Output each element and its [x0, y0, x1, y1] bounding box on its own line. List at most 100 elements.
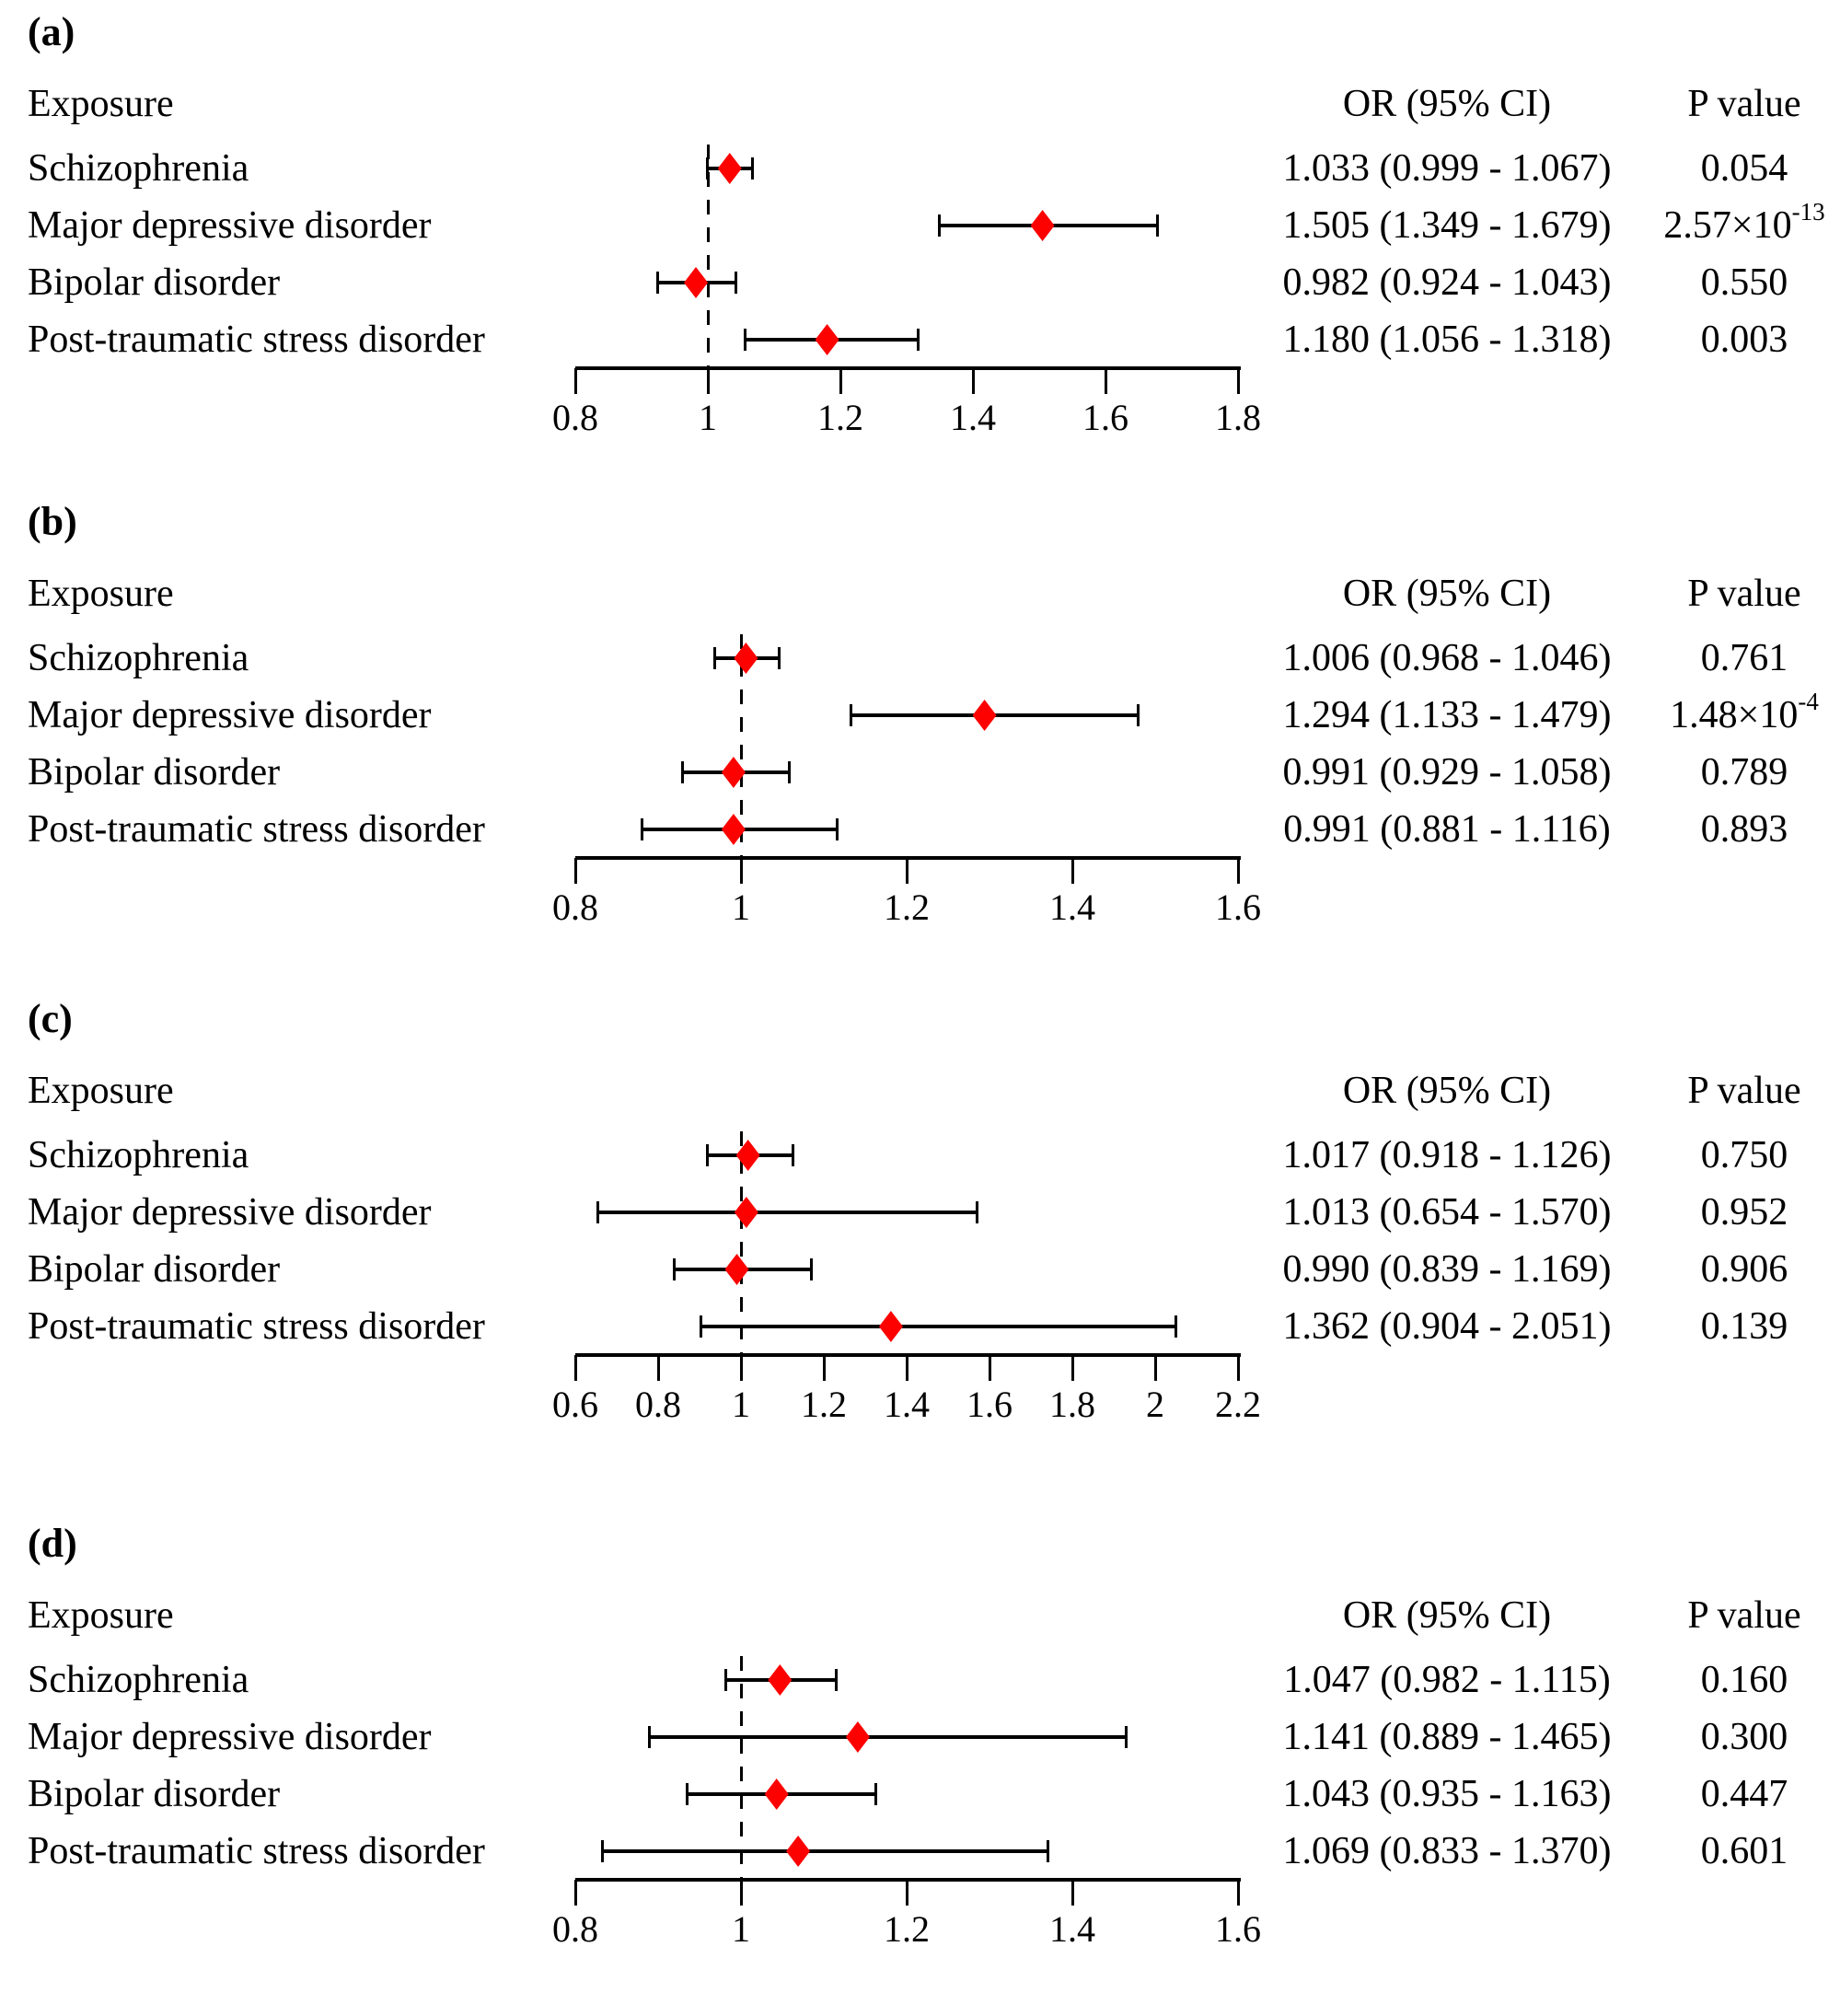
ci-cap-left — [743, 329, 746, 351]
p-value: 0.160 — [1592, 1657, 1840, 1703]
or-ci-value: 0.991 (0.929 - 1.058) — [1282, 751, 1612, 794]
p-value: 2.57×10-13 — [1592, 200, 1840, 249]
p-value: 0.893 — [1592, 806, 1840, 852]
p-value: 0.952 — [1592, 1189, 1840, 1235]
or-ci-value: 1.006 (0.968 - 1.046) — [1282, 637, 1612, 679]
ci-cap-left — [705, 157, 709, 180]
axis-line — [575, 856, 1241, 860]
axis-tick — [1070, 1880, 1074, 1906]
p-value-mantissa: 0.789 — [1700, 751, 1788, 794]
axis-tick — [739, 858, 743, 884]
axis-tick — [573, 1880, 577, 1906]
axis-tick — [573, 858, 577, 884]
axis-line — [575, 1353, 1241, 1357]
or-diamond-marker — [845, 1721, 870, 1753]
p-value-mantissa: 0.952 — [1700, 1191, 1788, 1234]
ci-cap-right — [809, 1258, 813, 1280]
or-ci-value: 1.033 (0.999 - 1.067) — [1282, 147, 1612, 190]
axis-line — [575, 366, 1241, 370]
column-header-or-ci: OR (95% CI) — [1342, 1070, 1552, 1112]
panel-label: (a) — [28, 9, 75, 54]
or-diamond-marker — [724, 1254, 749, 1285]
exposure-label: Post-traumatic stress disorder — [28, 1830, 485, 1872]
ci-cap-left — [641, 818, 644, 840]
exposure-label: Major depressive disorder — [28, 694, 432, 736]
axis-tick — [1236, 368, 1240, 394]
or-ci-value: 1.294 (1.133 - 1.479) — [1282, 694, 1612, 736]
panel-d: (d) Exposure OR (95% CI) P value Schizophren… — [0, 1521, 1840, 2016]
ci-cap-right — [787, 761, 791, 783]
ci-whisker — [649, 1735, 1127, 1739]
axis-tick — [905, 1880, 908, 1906]
p-value: 0.789 — [1592, 749, 1840, 795]
ci-cap-right — [1046, 1840, 1049, 1862]
p-value: 1.48×10-4 — [1592, 689, 1840, 738]
or-diamond-marker — [878, 1311, 903, 1342]
axis-tick — [905, 1355, 908, 1381]
or-ci-value: 1.043 (0.935 - 1.163) — [1282, 1773, 1612, 1815]
ci-whisker — [597, 1211, 978, 1214]
axis-tick — [739, 1880, 743, 1906]
exposure-label: Bipolar disorder — [28, 1773, 281, 1815]
axis-tick — [573, 368, 577, 394]
ci-cap-right — [835, 818, 839, 840]
p-value-exponent: -13 — [1791, 198, 1825, 226]
column-header-or-ci: OR (95% CI) — [1342, 83, 1552, 125]
ci-cap-left — [686, 1783, 689, 1805]
axis-tick-label: 1.4 — [1049, 1908, 1095, 1950]
ci-cap-right — [976, 1201, 978, 1223]
or-ci-value: 0.990 (0.839 - 1.169) — [1282, 1248, 1612, 1291]
reference-line — [739, 634, 743, 856]
or-diamond-marker — [768, 1664, 793, 1696]
or-ci-value: 1.013 (0.654 - 1.570) — [1282, 1191, 1612, 1234]
panel-b: (b) Exposure OR (95% CI) P value Schizophren… — [0, 499, 1840, 994]
p-value: 0.300 — [1592, 1714, 1840, 1760]
or-ci-value: 1.047 (0.982 - 1.115) — [1283, 1659, 1611, 1701]
axis-tick-label: 1.4 — [950, 397, 996, 438]
axis-tick — [1104, 368, 1107, 394]
axis-tick — [839, 368, 842, 394]
axis-tick — [739, 1355, 743, 1381]
ci-cap-right — [735, 272, 738, 294]
column-header-exposure: Exposure — [28, 1594, 174, 1637]
column-header-p-value: P value — [1687, 573, 1801, 615]
axis-tick — [1236, 1880, 1240, 1906]
ci-cap-left — [850, 704, 853, 726]
axis-tick-label: 1.2 — [801, 1384, 847, 1425]
axis-tick-label: 0.8 — [635, 1384, 681, 1425]
ci-cap-left — [705, 1144, 709, 1166]
axis-tick-label: 1.6 — [1215, 886, 1261, 928]
p-value-mantissa: 0.550 — [1700, 261, 1788, 304]
axis-tick — [706, 368, 710, 394]
panel-label: (d) — [28, 1521, 77, 1566]
axis-tick — [573, 1355, 577, 1381]
axis-tick — [1070, 858, 1074, 884]
exposure-label: Post-traumatic stress disorder — [28, 1305, 485, 1348]
p-value-exponent: -4 — [1798, 688, 1819, 715]
ci-cap-left — [655, 272, 659, 294]
or-diamond-marker — [972, 700, 997, 731]
column-header-exposure: Exposure — [28, 83, 174, 125]
exposure-label: Schizophrenia — [28, 1134, 249, 1176]
exposure-label: Post-traumatic stress disorder — [28, 808, 485, 851]
axis-tick-label: 2.2 — [1215, 1384, 1261, 1425]
ci-cap-left — [712, 647, 716, 669]
axis-line — [575, 1878, 1241, 1882]
p-value-mantissa: 0.003 — [1700, 319, 1788, 361]
ci-cap-right — [777, 647, 781, 669]
axis-tick-label: 1.6 — [1082, 397, 1128, 438]
axis-tick-label: 1 — [732, 1908, 750, 1950]
axis-tick-label: 1.8 — [1049, 1384, 1095, 1425]
ci-cap-right — [917, 329, 920, 351]
ci-cap-right — [1175, 1315, 1178, 1338]
exposure-label: Bipolar disorder — [28, 261, 281, 304]
or-ci-value: 1.017 (0.918 - 1.126) — [1282, 1134, 1612, 1176]
exposure-label: Post-traumatic stress disorder — [28, 319, 485, 361]
axis-tick-label: 1.4 — [1049, 886, 1095, 928]
axis-tick-label: 0.8 — [552, 886, 598, 928]
axis-tick — [1236, 858, 1240, 884]
axis-tick — [971, 368, 975, 394]
or-ci-value: 1.362 (0.904 - 2.051) — [1282, 1305, 1612, 1348]
or-diamond-marker — [734, 1197, 758, 1228]
p-value: 0.054 — [1592, 145, 1840, 191]
